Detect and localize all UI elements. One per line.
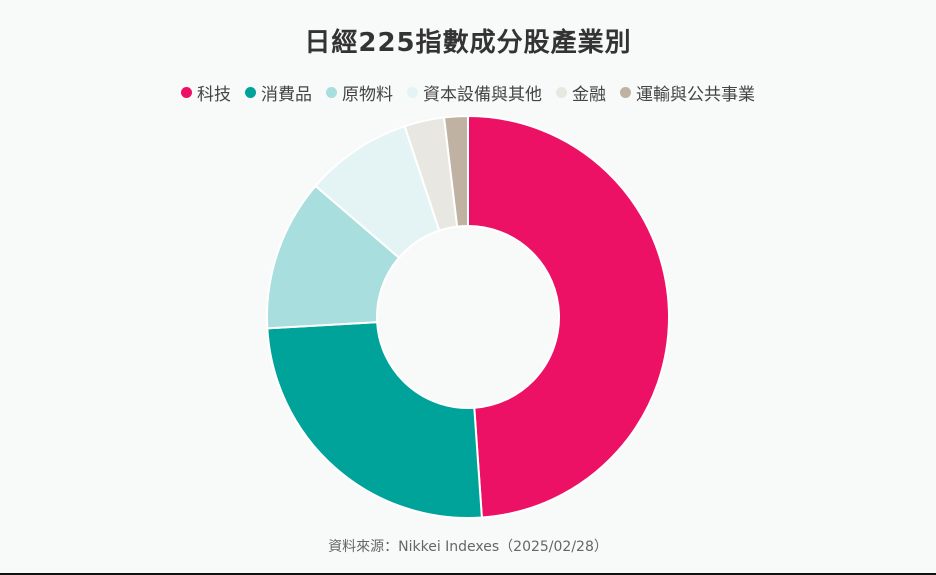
bottom-divider	[0, 573, 936, 575]
legend-label: 科技	[197, 85, 231, 105]
legend-label: 資本設備與其他	[423, 85, 542, 105]
legend-label: 原物料	[342, 85, 393, 105]
legend-swatch	[556, 87, 567, 98]
legend-item[interactable]: 運輸與公共事業	[620, 80, 755, 105]
legend-item[interactable]: 金融	[556, 80, 606, 105]
legend-item[interactable]: 消費品	[245, 80, 312, 105]
legend-item[interactable]: 科技	[181, 80, 231, 105]
legend-swatch	[326, 87, 337, 98]
legend-swatch	[407, 87, 418, 98]
legend-label: 運輸與公共事業	[636, 85, 755, 105]
legend-label: 金融	[572, 85, 606, 105]
legend-swatch	[620, 87, 631, 98]
donut-slice-6[interactable]	[442, 114, 469, 228]
source-note: 資料來源：Nikkei Indexes（2025/02/28）	[328, 539, 608, 555]
donut-slice-3[interactable]	[266, 184, 401, 330]
legend-item[interactable]: 原物料	[326, 80, 393, 105]
legend-label: 消費品	[261, 85, 312, 105]
donut-slice-2[interactable]	[266, 321, 483, 519]
chart-legend: 科技 消費品 原物料 資本設備與其他 金融 運輸與公共事業	[0, 80, 936, 105]
legend-swatch	[245, 87, 256, 98]
legend-swatch	[181, 87, 192, 98]
donut-slice-1[interactable]	[467, 114, 670, 519]
legend-item[interactable]: 資本設備與其他	[407, 80, 542, 105]
chart-title: 日經225指數成分股產業別	[304, 28, 632, 58]
